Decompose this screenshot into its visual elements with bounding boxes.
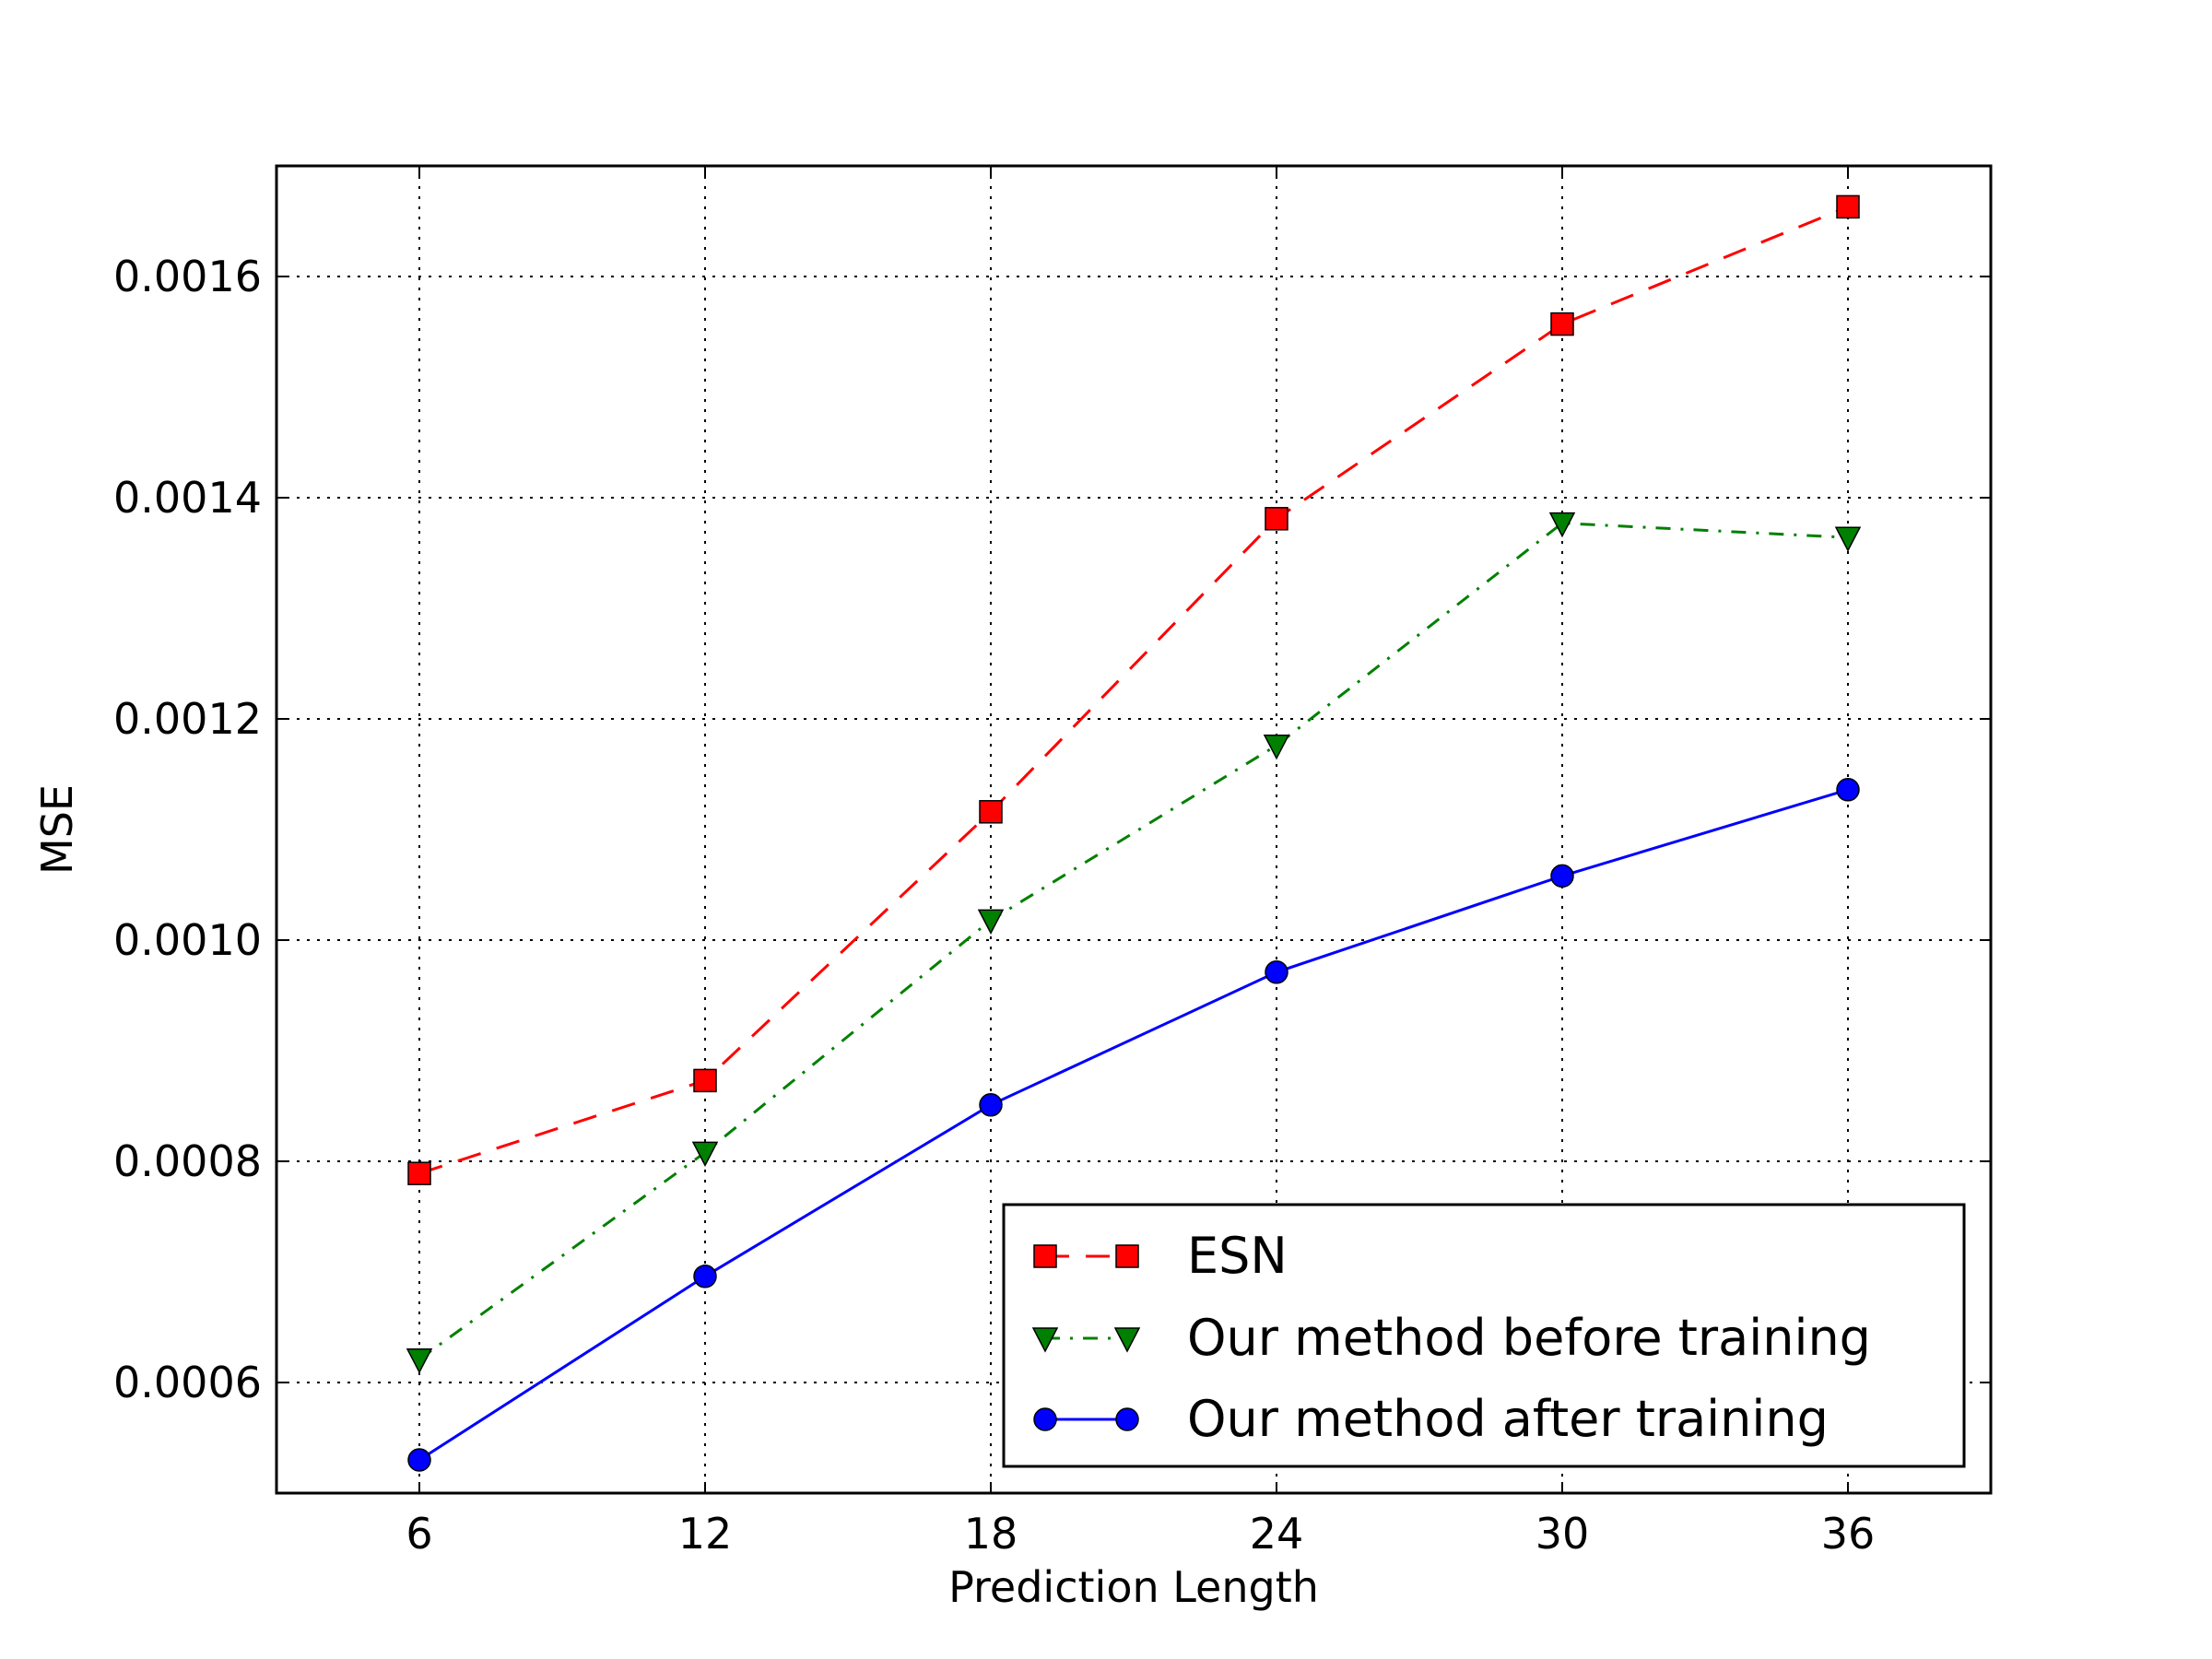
plot-frame xyxy=(275,164,1993,1495)
data-point xyxy=(1548,512,1576,538)
data-point xyxy=(407,1161,431,1185)
y-tick-label: 0.0010 xyxy=(113,915,262,965)
y-tick-label: 0.0006 xyxy=(113,1358,262,1407)
data-point xyxy=(693,1265,717,1288)
x-tick-label: 36 xyxy=(1821,1509,1876,1559)
series-line xyxy=(418,206,1849,1175)
tick-labels: 6 12 18 24 30 36 0.0006 0.0008 0.0010 0.0012 0.001… xyxy=(113,252,1875,1559)
data-point xyxy=(407,1448,431,1472)
data-point xyxy=(979,800,1003,824)
data-point xyxy=(1265,960,1288,984)
data-point xyxy=(977,909,1005,935)
data-point xyxy=(1265,507,1288,531)
legend-marker xyxy=(1033,1244,1057,1268)
legend-entry: Our method before training xyxy=(1031,1309,1871,1367)
y-axis-label: MSE xyxy=(32,784,82,875)
data-point xyxy=(1263,735,1290,760)
ticks xyxy=(276,166,1991,1493)
legend-label: Our method before training xyxy=(1187,1309,1871,1367)
data-point xyxy=(1550,312,1574,336)
x-tick-label: 30 xyxy=(1535,1509,1590,1559)
x-axis-label: Prediction Length xyxy=(948,1562,1319,1612)
y-tick-label: 0.0014 xyxy=(113,473,262,523)
data-point xyxy=(406,1348,433,1374)
x-tick-label: 12 xyxy=(678,1509,733,1559)
y-tick-label: 0.0008 xyxy=(113,1136,262,1186)
data-point xyxy=(693,1068,717,1093)
legend-marker xyxy=(1113,1327,1141,1353)
data-point xyxy=(1834,526,1862,552)
legend-label: ESN xyxy=(1187,1227,1288,1285)
x-tick-label: 18 xyxy=(964,1509,1018,1559)
legend: ESN Our method before training Our method … xyxy=(1002,1203,1966,1468)
series-layer xyxy=(406,194,1862,1472)
legend-label: Our method after training xyxy=(1187,1390,1829,1448)
y-tick-label: 0.0016 xyxy=(113,252,262,301)
series-2 xyxy=(406,512,1862,1374)
data-point xyxy=(1836,778,1860,802)
data-point xyxy=(1550,864,1574,888)
legend-marker xyxy=(1033,1407,1057,1431)
data-point xyxy=(691,1141,719,1168)
x-tick-label: 6 xyxy=(406,1509,432,1559)
data-point xyxy=(979,1093,1003,1117)
legend-marker xyxy=(1115,1407,1139,1431)
series-line xyxy=(418,788,1849,1462)
legend-entry: Our method after training xyxy=(1033,1390,1829,1448)
x-tick-label: 24 xyxy=(1250,1509,1304,1559)
legend-box xyxy=(1002,1203,1966,1468)
legend-marker xyxy=(1115,1244,1139,1268)
y-tick-label: 0.0012 xyxy=(113,694,262,744)
legend-marker xyxy=(1031,1327,1059,1353)
series-1 xyxy=(407,194,1860,1185)
series-3 xyxy=(407,778,1860,1472)
data-point xyxy=(1836,194,1860,219)
legend-entry: ESN xyxy=(1033,1227,1288,1285)
